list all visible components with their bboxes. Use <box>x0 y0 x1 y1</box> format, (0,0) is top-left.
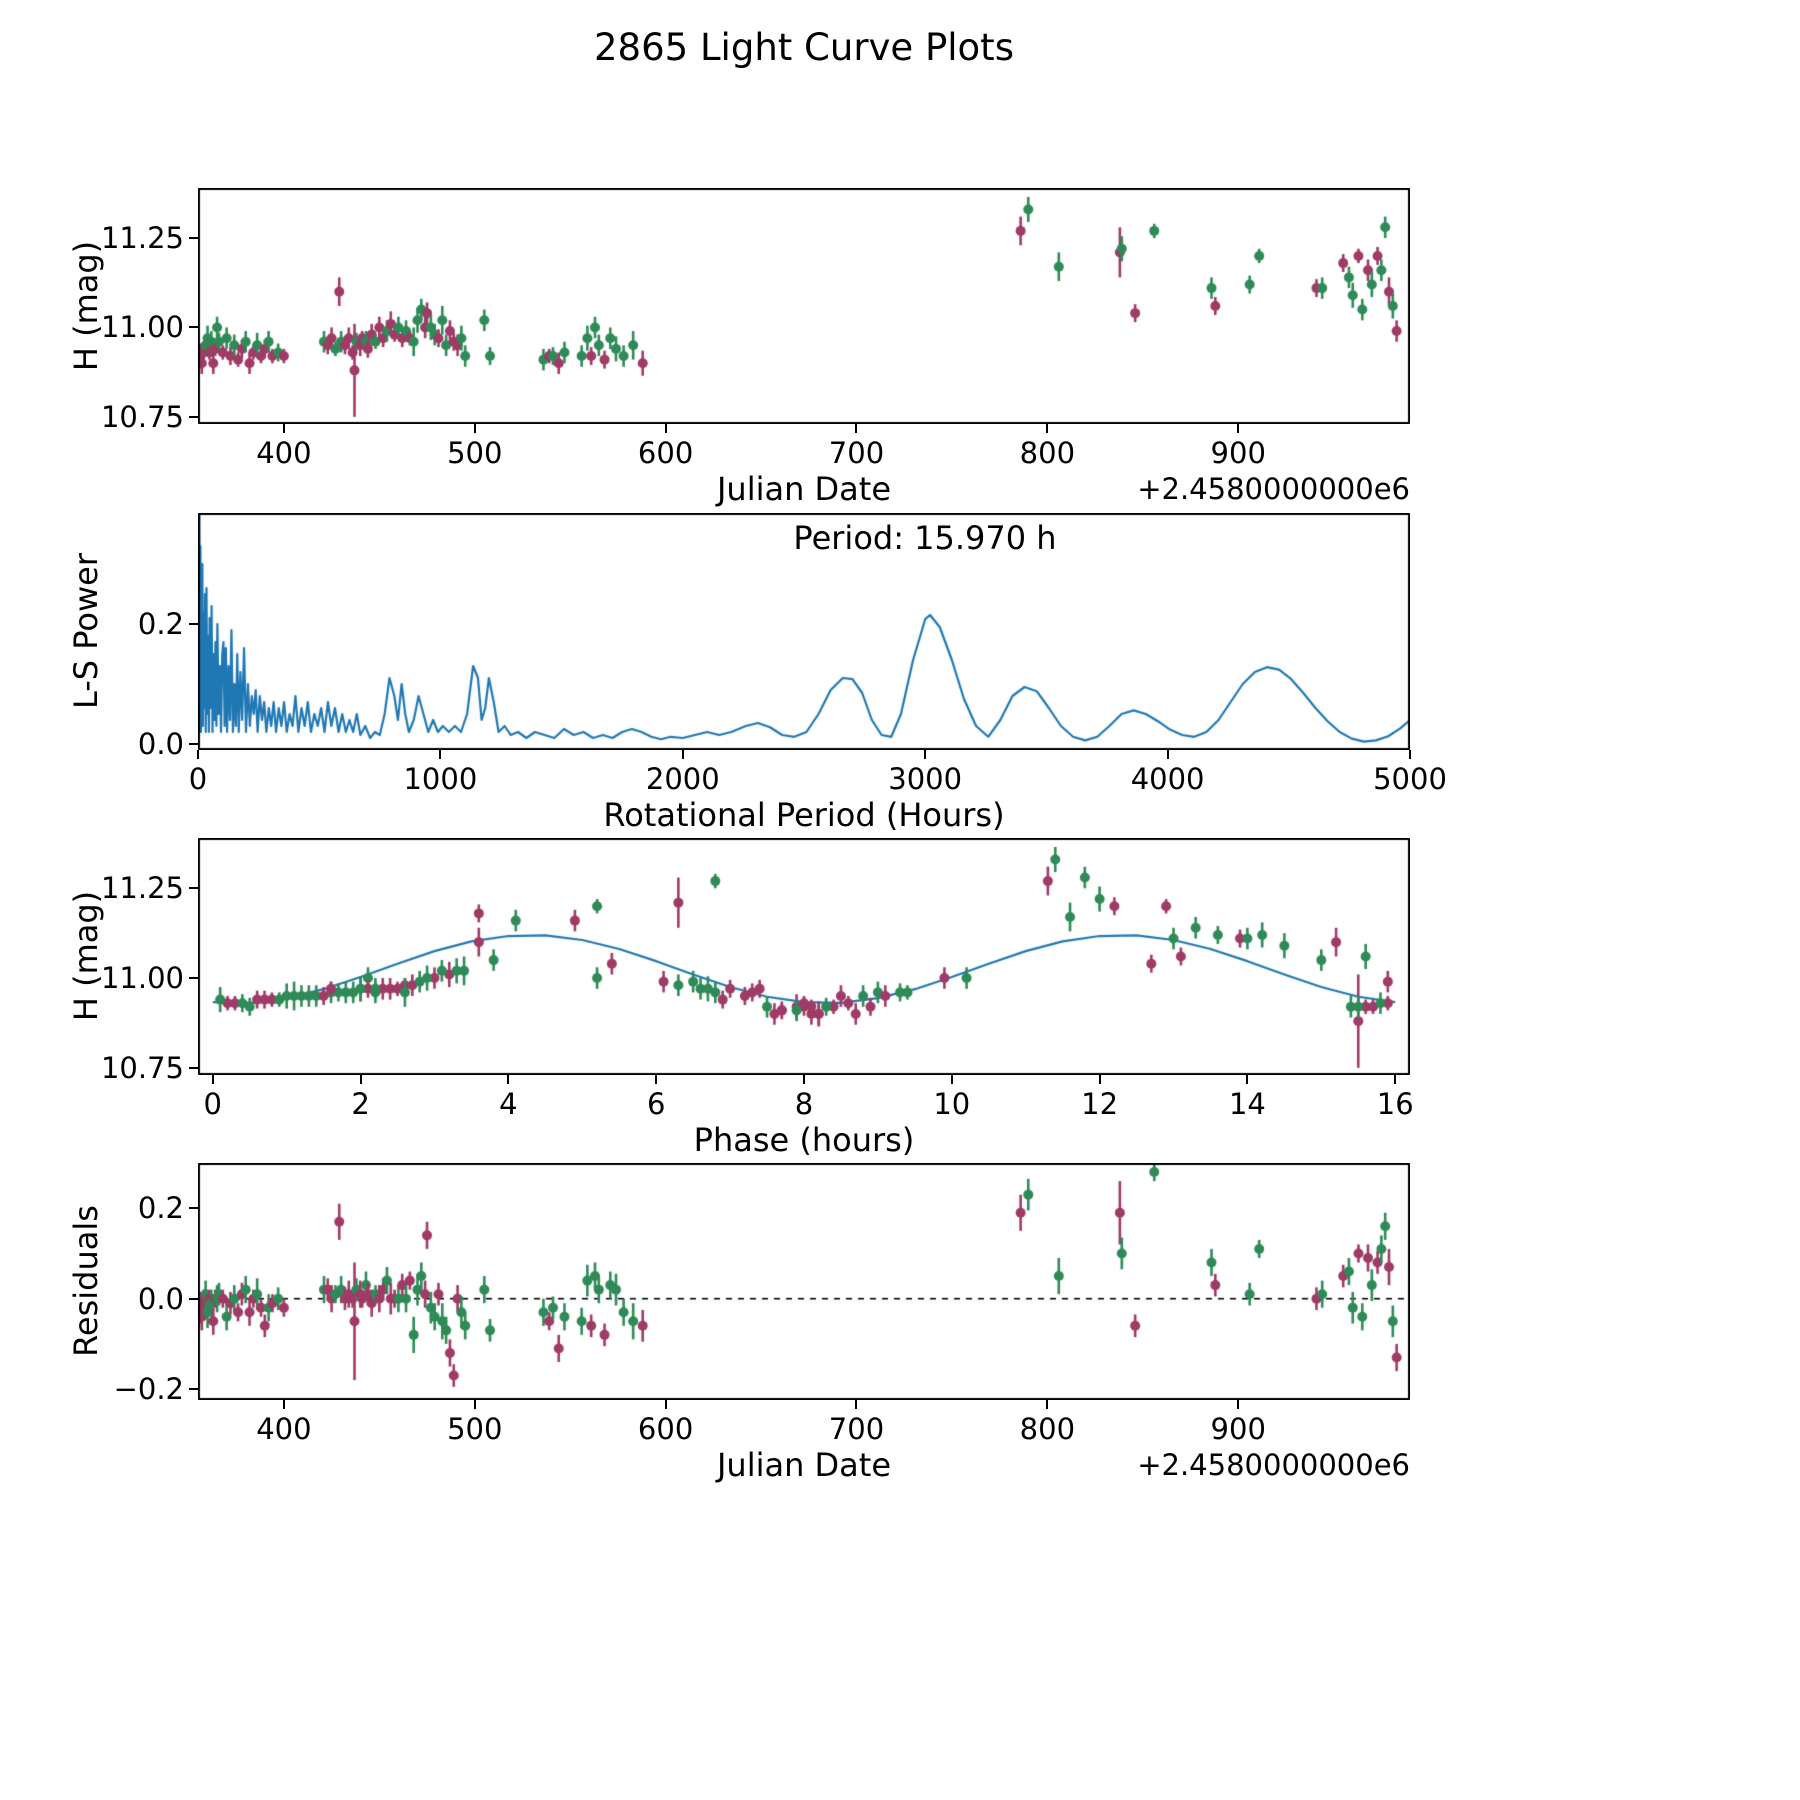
x-tick-label: 900 <box>1210 1412 1266 1446</box>
x-tick-label: 4000 <box>1130 762 1205 796</box>
light-curve-canvas <box>198 188 1410 424</box>
x-tick-label: 600 <box>637 436 694 470</box>
x-tick-label: 16 <box>1376 1087 1414 1121</box>
y-tick-label: 10.75 <box>100 1050 184 1085</box>
y-tick-label: −0.2 <box>113 1372 184 1407</box>
y-tick-mark <box>189 887 198 890</box>
x-tick-mark <box>855 424 858 433</box>
x-tick-mark <box>1409 750 1411 759</box>
x-tick-mark <box>1246 1075 1249 1084</box>
y-tick-mark <box>189 415 198 418</box>
figure-title: 2865 Light Curve Plots <box>594 26 1014 69</box>
x-tick-mark <box>197 750 199 759</box>
x-tick-mark <box>950 1075 953 1084</box>
x-tick-mark <box>664 424 667 433</box>
x-tick-label: 400 <box>256 1412 312 1446</box>
x-tick-label: 2000 <box>645 762 720 796</box>
x-tick-mark <box>282 424 285 433</box>
x-tick-label: 0 <box>188 762 208 796</box>
x-tick-label: 500 <box>447 1412 503 1446</box>
ylabel-periodogram: L-S Power <box>67 552 105 710</box>
panel-phased <box>198 838 1410 1075</box>
x-tick-label: 10 <box>933 1087 971 1121</box>
x-tick-mark <box>1394 1075 1397 1084</box>
y-tick-label: 0.0 <box>137 1281 184 1316</box>
x-tick-mark <box>1046 424 1049 433</box>
x-tick-label: 1000 <box>403 762 478 796</box>
x-tick-mark <box>439 750 442 759</box>
y-tick-mark <box>189 237 198 240</box>
period-annotation: Period: 15.970 h <box>793 519 1057 557</box>
phased-canvas <box>198 838 1410 1075</box>
y-tick-label: 11.00 <box>100 310 184 345</box>
y-tick-mark <box>189 743 198 745</box>
ylabel-light-curve: H (mag) <box>67 240 105 372</box>
x-tick-label: 700 <box>828 436 885 470</box>
x-tick-label: 700 <box>828 1412 885 1446</box>
y-tick-mark <box>189 1297 198 1300</box>
x-tick-label: 5000 <box>1373 762 1447 796</box>
x-tick-label: 2 <box>351 1087 370 1121</box>
periodogram-canvas <box>198 513 1410 750</box>
x-tick-label: 8 <box>794 1087 814 1121</box>
x-tick-label: 4 <box>499 1087 518 1121</box>
x-tick-mark <box>1237 1400 1240 1409</box>
x-tick-mark <box>681 750 684 759</box>
panel-light-curve <box>198 188 1410 424</box>
x-tick-mark <box>359 1075 362 1084</box>
x-tick-mark <box>1046 1400 1049 1409</box>
y-tick-label: 11.25 <box>100 221 184 256</box>
y-tick-mark <box>189 1066 198 1069</box>
x-tick-label: 800 <box>1019 1412 1076 1446</box>
y-tick-label: 11.25 <box>100 871 184 906</box>
y-tick-mark <box>189 977 198 980</box>
x-tick-mark <box>924 750 927 759</box>
x-tick-label: 14 <box>1228 1087 1266 1121</box>
x-tick-mark <box>655 1075 658 1084</box>
ylabel-phased: H (mag) <box>67 890 105 1022</box>
x-tick-label: 800 <box>1019 436 1076 470</box>
y-tick-label: 10.75 <box>100 399 184 434</box>
xlabel-light-curve: Julian Date <box>716 470 892 508</box>
y-tick-label: 0.0 <box>137 727 184 761</box>
y-tick-label: 0.2 <box>137 1191 184 1226</box>
x-tick-label: 400 <box>256 436 312 470</box>
y-tick-mark <box>189 1388 198 1391</box>
x-tick-mark <box>507 1075 510 1084</box>
x-tick-mark <box>473 424 476 433</box>
x-tick-label: 12 <box>1081 1087 1119 1121</box>
ylabel-residuals: Residuals <box>67 1205 105 1357</box>
xlabel-periodogram: Rotational Period (Hours) <box>603 796 1005 834</box>
y-tick-label: 11.00 <box>100 961 184 996</box>
x-tick-mark <box>1166 750 1169 759</box>
y-tick-label: 0.2 <box>137 607 184 641</box>
x-tick-mark <box>282 1400 285 1409</box>
xlabel-phased: Phase (hours) <box>693 1121 915 1159</box>
y-tick-mark <box>189 326 198 329</box>
x-tick-mark <box>855 1400 858 1409</box>
x-tick-label: 3000 <box>888 762 963 796</box>
x-tick-label: 6 <box>646 1087 666 1121</box>
y-tick-mark <box>189 1207 198 1210</box>
x-tick-mark <box>1237 424 1240 433</box>
x-tick-mark <box>211 1075 214 1084</box>
x-tick-label: 600 <box>637 1412 694 1446</box>
y-tick-mark <box>189 623 198 625</box>
panel-periodogram <box>198 513 1410 750</box>
x-tick-mark <box>1098 1075 1101 1084</box>
xlabel-residuals: Julian Date <box>716 1446 892 1484</box>
offset-label-light-curve: +2.4580000000e6 <box>1137 472 1410 506</box>
x-tick-mark <box>473 1400 476 1409</box>
x-tick-label: 0 <box>203 1087 222 1121</box>
panel-residuals <box>198 1163 1410 1400</box>
offset-label-residuals: +2.4580000000e6 <box>1137 1448 1410 1482</box>
residuals-canvas <box>198 1163 1410 1400</box>
x-tick-mark <box>803 1075 805 1084</box>
x-tick-label: 500 <box>447 436 503 470</box>
x-tick-mark <box>664 1400 667 1409</box>
x-tick-label: 900 <box>1210 436 1266 470</box>
